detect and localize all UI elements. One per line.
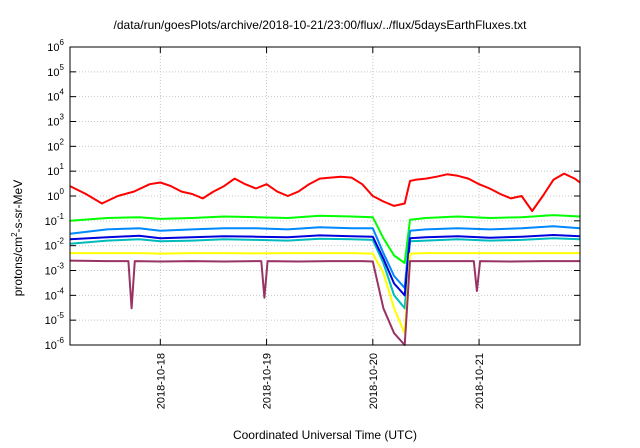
y-tick-label: 10-5 [45, 311, 65, 327]
y-tick-label: 10-4 [45, 286, 65, 302]
x-tick-label: 2018-10-18 [155, 353, 167, 409]
series-line-2 [69, 214, 581, 264]
y-tick-label: 101 [47, 162, 64, 178]
y-tick-label: 102 [47, 137, 64, 153]
series-line-7 [69, 259, 580, 346]
y-tick-label: 10-6 [45, 336, 65, 352]
series-line-3 [69, 225, 581, 289]
series-line-4 [69, 237, 581, 310]
chart-title: /data/run/goesPlots/archive/2018-10-21/2… [113, 18, 527, 32]
series-line-1 [69, 172, 581, 212]
y-tick-label: 104 [47, 88, 64, 104]
x-axis-label: Coordinated Universal Time (UTC) [232, 428, 418, 442]
x-tick-label: 2018-10-21 [474, 353, 486, 409]
series-line-6 [70, 252, 580, 335]
y-tick-label: 10-3 [45, 262, 65, 278]
y-tick-label: 10-1 [45, 212, 65, 228]
y-tick-label: 106 [47, 38, 64, 54]
y-tick-label: 100 [47, 187, 64, 203]
x-tick-label: 2018-10-19 [262, 353, 274, 409]
series-line-5 [69, 234, 581, 297]
plot-frame [69, 46, 581, 346]
x-tick-label: 2018-10-20 [368, 353, 380, 409]
y-tick-label: 103 [47, 113, 64, 129]
y-tick-label: 10-2 [45, 237, 65, 253]
y-tick-label: 105 [47, 63, 64, 79]
